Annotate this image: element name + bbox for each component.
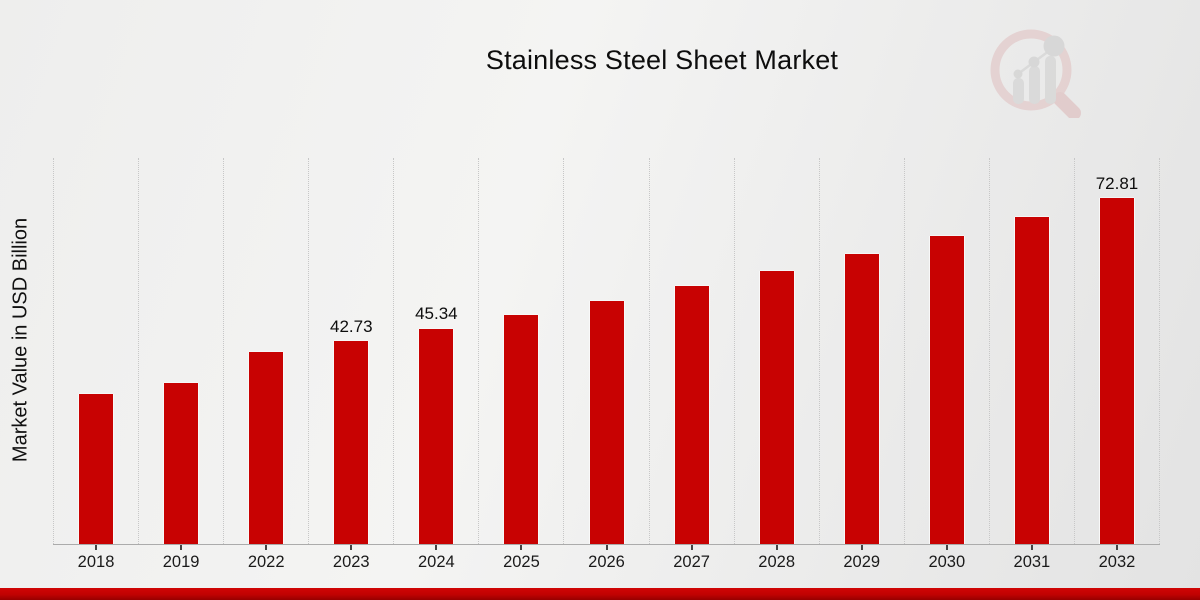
- x-axis-tick: [265, 545, 268, 550]
- x-tick-label-2022: 2022: [247, 553, 285, 571]
- category-slot-2030: 2030: [903, 158, 989, 571]
- bar-2024: [419, 328, 454, 544]
- x-axis-tick: [945, 545, 948, 550]
- category-slot-2026: 2026: [563, 158, 648, 571]
- x-tick-label-2023: 2023: [332, 553, 370, 571]
- bar-2032: [1099, 197, 1134, 544]
- category-slot-2023: 42.73 2023: [308, 158, 393, 571]
- bar-2026: [589, 301, 624, 544]
- category-slot-2031: 2031: [988, 158, 1074, 571]
- category-slot-2024: 45.34 2024: [393, 158, 478, 571]
- plot-area: 2018 2019 2022 42.73 2023 45.34 2024 2025 2026 20…: [53, 158, 1161, 571]
- x-tick-label-2025: 2025: [503, 553, 540, 571]
- x-tick-label-2019: 2019: [162, 553, 200, 571]
- x-axis-tick: [180, 545, 183, 550]
- x-axis-tick: [690, 545, 693, 550]
- x-tick-label-2031: 2031: [1013, 553, 1051, 571]
- x-axis-tick: [95, 545, 98, 550]
- y-axis-label: Market Value in USD Billion: [9, 217, 32, 463]
- category-slot-2029: 2029: [818, 158, 904, 571]
- x-axis-tick: [520, 545, 523, 550]
- bar-2025: [504, 315, 539, 544]
- bar-value-label-2024: 45.34: [415, 304, 458, 324]
- category-slot-2028: 2028: [733, 158, 819, 571]
- x-tick-label-2018: 2018: [77, 553, 115, 571]
- x-tick-label-2024: 2024: [417, 553, 455, 571]
- x-axis-tick: [1030, 545, 1033, 550]
- footer-accent-bar: [0, 588, 1200, 600]
- bar-2019: [164, 382, 199, 544]
- x-tick-label-2027: 2027: [673, 553, 710, 571]
- x-axis-tick: [350, 545, 353, 550]
- x-tick-label-2029: 2029: [843, 553, 881, 571]
- x-axis-tick: [775, 545, 778, 550]
- category-slot-2018: 2018: [53, 158, 138, 571]
- bar-2028: [759, 270, 794, 544]
- chart-title: Stainless Steel Sheet Market: [485, 45, 839, 75]
- x-tick-label-2026: 2026: [588, 553, 625, 571]
- category-slot-2032: 72.81 2032: [1073, 158, 1161, 571]
- x-tick-label-2030: 2030: [928, 553, 966, 571]
- x-tick-label-2032: 2032: [1098, 553, 1136, 571]
- bar-2031: [1014, 217, 1049, 544]
- bar-2018: [79, 393, 114, 544]
- category-slot-2019: 2019: [138, 158, 223, 571]
- bar-2023: [334, 340, 369, 544]
- category-slot-2025: 2025: [478, 158, 563, 571]
- category-slot-2022: 2022: [223, 158, 308, 571]
- bar-value-label-2032: 72.81: [1095, 173, 1139, 193]
- x-tick-label-2028: 2028: [758, 553, 796, 571]
- bar-2029: [844, 254, 879, 544]
- x-axis-tick: [605, 545, 608, 550]
- x-axis-tick: [435, 545, 438, 550]
- bar-value-label-2023: 42.73: [329, 316, 373, 336]
- bar-2027: [674, 285, 709, 544]
- x-axis-tick: [860, 545, 863, 550]
- bar-2022: [249, 352, 284, 544]
- bar-2030: [929, 236, 964, 544]
- magnifier-bar-chart-logo-icon: [990, 29, 1081, 118]
- category-slot-2027: 2027: [648, 158, 734, 571]
- x-axis-tick: [1115, 545, 1118, 550]
